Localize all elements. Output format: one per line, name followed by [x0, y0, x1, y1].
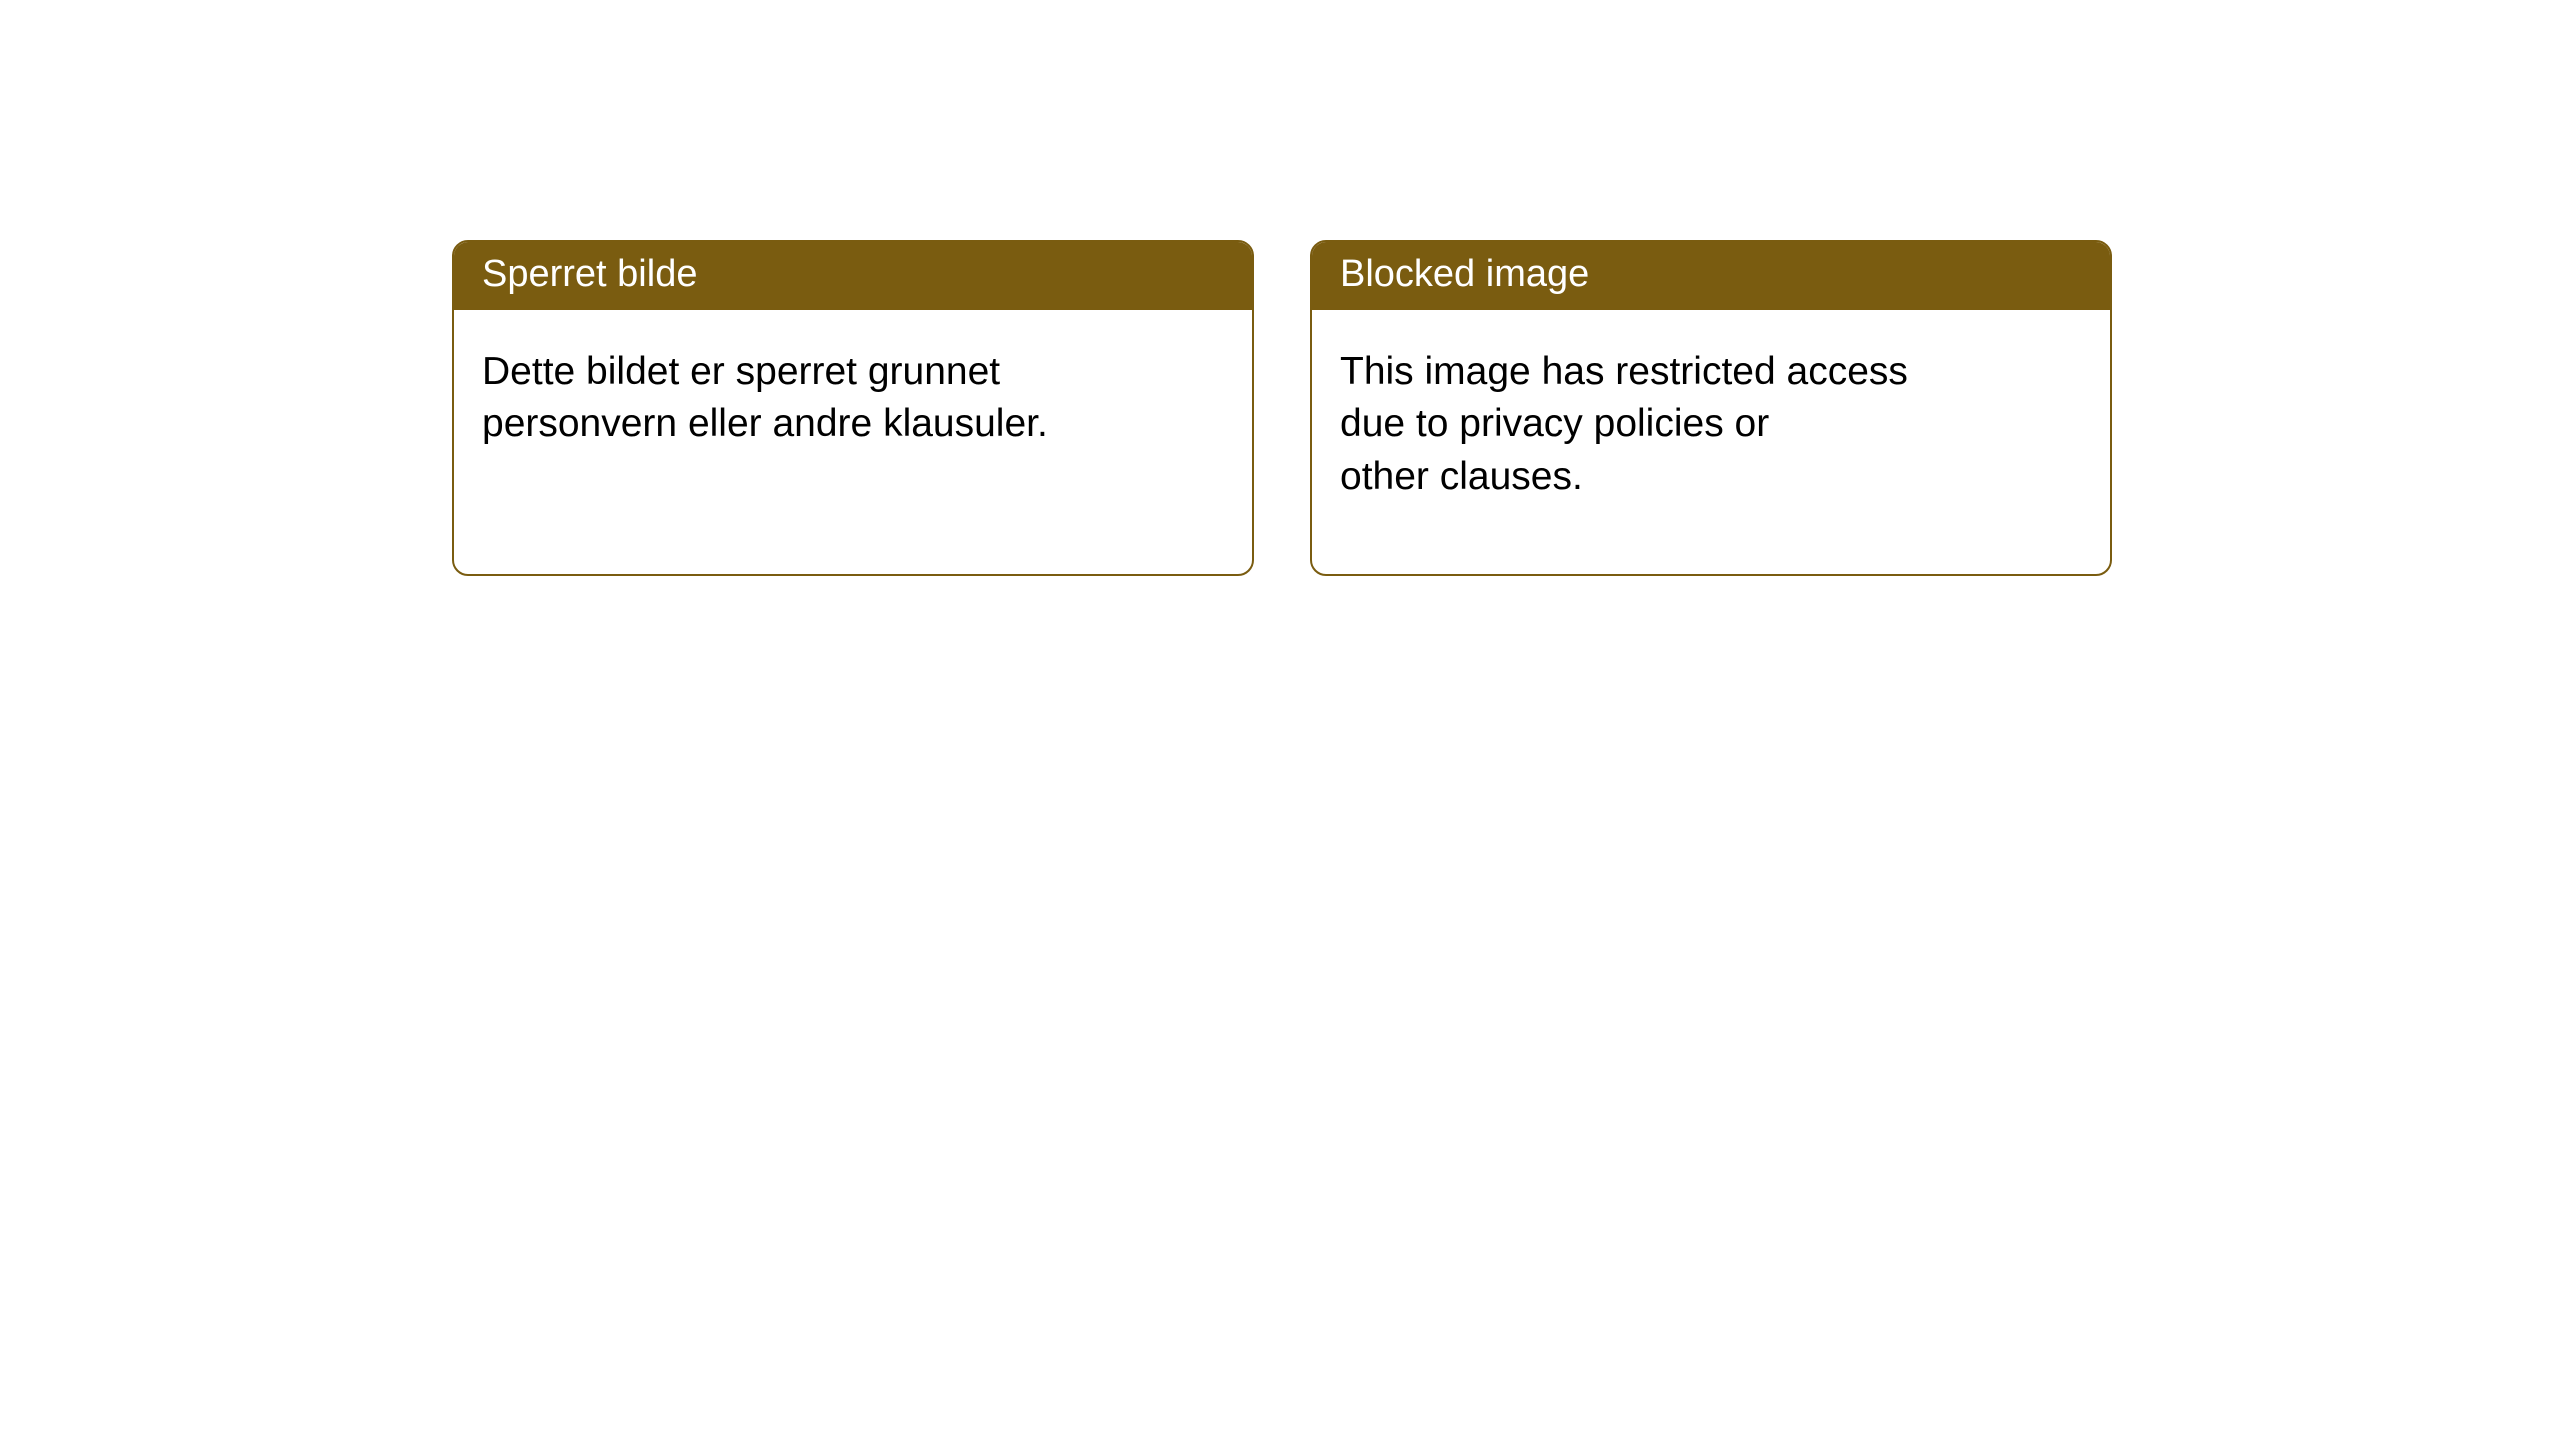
notice-header: Sperret bilde [454, 242, 1252, 310]
notice-card-english: Blocked image This image has restricted … [1310, 240, 2112, 576]
notice-container: Sperret bilde Dette bildet er sperret gr… [0, 0, 2560, 576]
notice-body: Dette bildet er sperret grunnet personve… [454, 310, 1134, 479]
notice-header: Blocked image [1312, 242, 2110, 310]
notice-card-norwegian: Sperret bilde Dette bildet er sperret gr… [452, 240, 1254, 576]
notice-body: This image has restricted access due to … [1312, 310, 1992, 532]
